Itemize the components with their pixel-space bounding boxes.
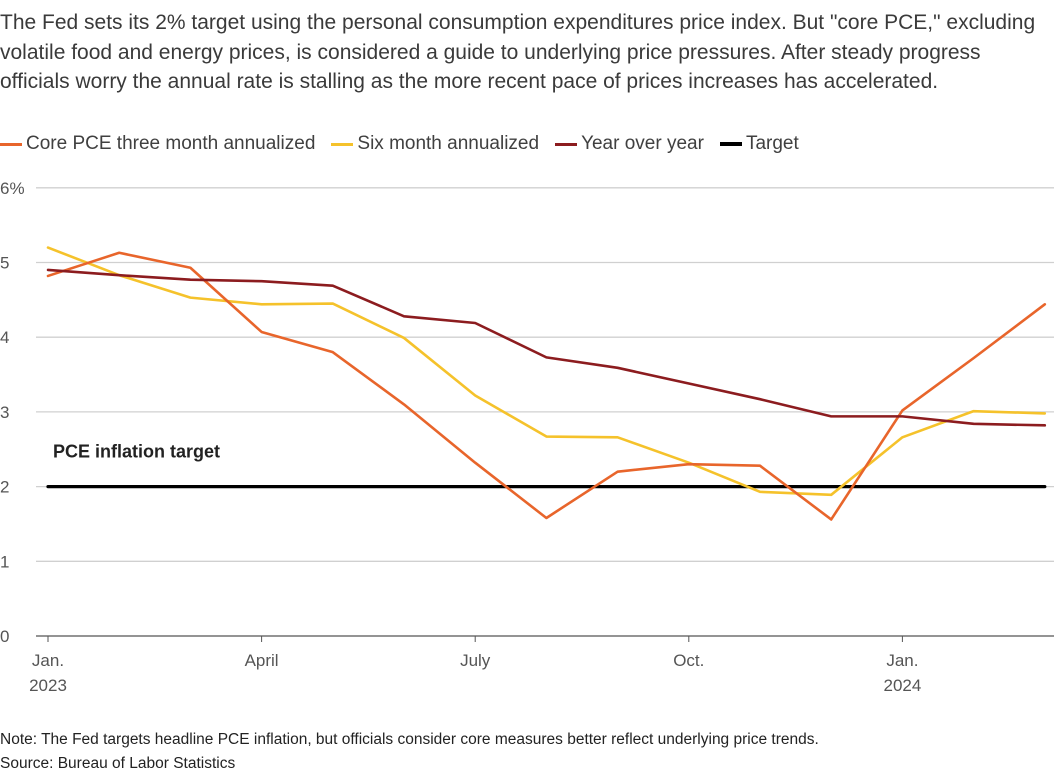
legend-item: Year over year (555, 133, 704, 155)
y-tick-label: 2 (0, 478, 9, 497)
x-tick-sublabel: 2023 (29, 676, 67, 695)
legend-label: Target (745, 133, 799, 154)
x-tick-label: Oct. (673, 651, 704, 670)
legend-swatch (0, 142, 22, 146)
legend-item: Core PCE three month annualized (0, 133, 315, 155)
series-line-year-over-year (46, 268, 1047, 427)
legend-item: Target (719, 133, 799, 155)
x-tick-label: April (245, 651, 279, 670)
y-tick-label: 5 (0, 254, 9, 273)
chart-intro-text: The Fed sets its 2% target using the per… (0, 11, 1036, 93)
series-line-core-pce-three-month-annualized (46, 251, 1047, 521)
legend-label: Year over year (581, 133, 704, 154)
chart-note: Note: The Fed targets headline PCE infla… (0, 731, 819, 748)
legend-swatch (331, 142, 354, 146)
legend-label: Core PCE three month annualized (26, 133, 316, 154)
legend-swatch (719, 142, 742, 146)
legend-item: Six month annualized (331, 133, 539, 155)
target-annotation: PCE inflation target (53, 442, 220, 462)
line-chart: 0 1 2 3 4 5 6% Jan. 2023 April July Oct. Jan. 2024 PCE… (0, 179, 1054, 695)
y-tick-label: 4 (0, 328, 9, 347)
series-line-six-month-annualized (46, 246, 1047, 497)
y-tick-label: 3 (0, 403, 9, 422)
chart-legend: Core PCE three month annualized Six month… (0, 131, 815, 157)
x-tick-label: July (460, 651, 491, 670)
x-tick-label: Jan. (32, 651, 64, 670)
legend-label: Six month annualized (357, 133, 540, 154)
y-tick-label: 0 (0, 627, 9, 646)
legend-swatch (555, 142, 578, 146)
x-tick-sublabel: 2024 (883, 676, 921, 695)
y-tick-label: 6% (0, 179, 25, 198)
y-tick-label: 1 (0, 552, 9, 571)
x-tick-label: Jan. (886, 651, 918, 670)
chart-source: Source: Bureau of Labor Statistics (0, 755, 236, 772)
